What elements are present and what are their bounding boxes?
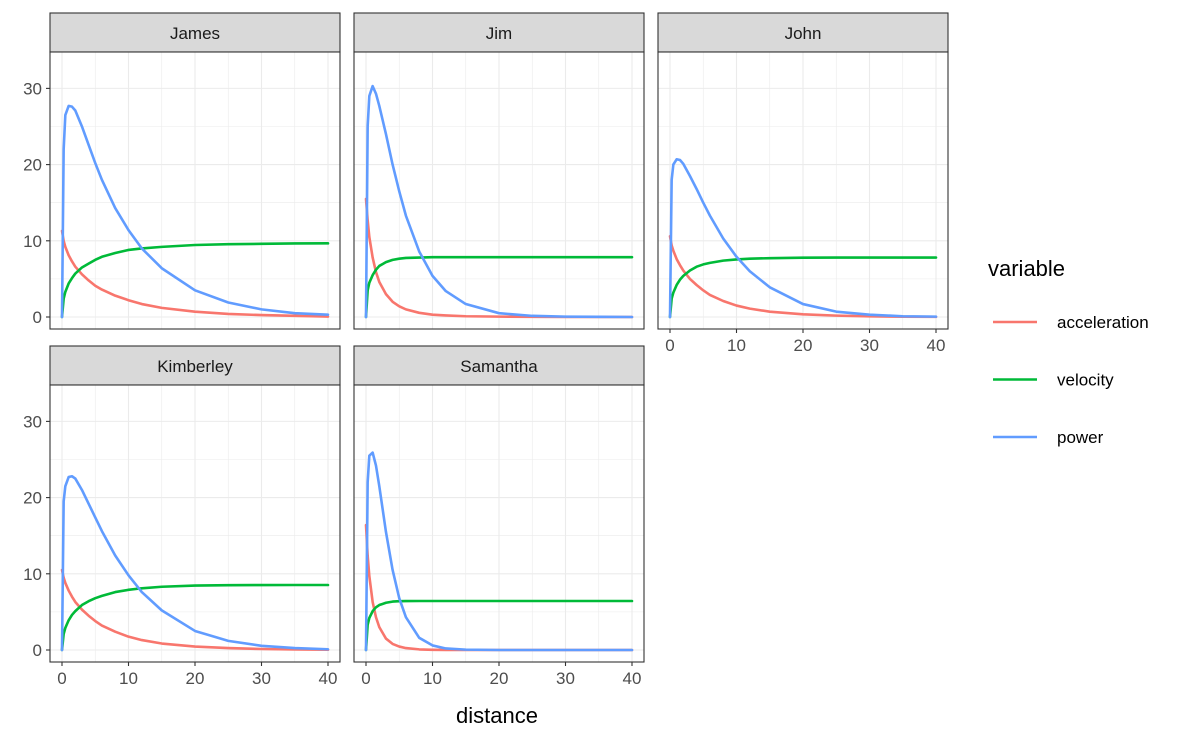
- x-tick-label: 40: [927, 336, 946, 355]
- facet-panel-john: John 0 10 20 30 40: [657, 12, 949, 355]
- series-line-velocity: [364, 255, 634, 319]
- x-tick-label: 20: [490, 669, 509, 688]
- series-line-velocity: [364, 599, 634, 652]
- x-tick-label: 10: [119, 669, 138, 688]
- series-line-power: [364, 451, 634, 652]
- y-tick-label: 0: [33, 308, 42, 327]
- x-tick-label: 20: [794, 336, 813, 355]
- facet-panel-samantha: Samantha 0 10 20 30 40: [353, 345, 645, 688]
- panel-grid: [50, 52, 340, 329]
- series-line-power: [668, 157, 938, 319]
- x-tick-label: 30: [556, 669, 575, 688]
- x-tick-label: 30: [252, 669, 271, 688]
- series-line-acceleration: [668, 234, 938, 319]
- series-line-velocity: [668, 256, 938, 319]
- facet-panel-james: James 0 10 20 30: [23, 12, 341, 330]
- series-line-power: [60, 104, 330, 319]
- facet-strip: [353, 12, 645, 53]
- x-tick-label: 20: [186, 669, 205, 688]
- legend-title: variable: [988, 256, 1065, 281]
- facet-panels: James 0 10 20 30 Jim John 0 10 20 30 40 Kimberley 0 10…: [23, 12, 949, 688]
- x-tick-label: 0: [361, 669, 370, 688]
- y-tick-label: 10: [23, 565, 42, 584]
- facet-strip: [657, 12, 949, 53]
- y-tick-label: 10: [23, 232, 42, 251]
- y-tick-label: 20: [23, 156, 42, 175]
- y-tick-label: 30: [23, 412, 42, 431]
- series-line-acceleration: [60, 229, 330, 318]
- facet-strip-label: Samantha: [460, 357, 538, 376]
- legend-label: power: [1057, 428, 1104, 447]
- facet-strip-label: Jim: [486, 24, 512, 43]
- series-line-power: [364, 84, 634, 319]
- facet-strip-label: James: [170, 24, 220, 43]
- facet-panel-kimberley: Kimberley 0 10 20 30 0 10 20 30 40: [23, 345, 341, 688]
- series-line-velocity: [60, 583, 330, 652]
- series-line-power: [60, 474, 330, 652]
- y-tick-label: 0: [33, 641, 42, 660]
- facet-strip: [49, 12, 341, 53]
- panel-border: [49, 51, 341, 330]
- facet-strip: [353, 345, 645, 386]
- x-tick-label: 0: [665, 336, 674, 355]
- x-tick-label: 0: [57, 669, 66, 688]
- y-tick-label: 20: [23, 489, 42, 508]
- legend: variable acceleration velocity power: [988, 256, 1149, 447]
- x-tick-label: 40: [623, 669, 642, 688]
- x-axis-title: distance: [456, 703, 538, 728]
- legend-label: velocity: [1057, 371, 1114, 390]
- facet-strip: [49, 345, 341, 386]
- x-tick-label: 40: [319, 669, 338, 688]
- legend-item-power: power: [993, 428, 1104, 447]
- facet-strip-label: John: [785, 24, 822, 43]
- y-tick-label: 30: [23, 79, 42, 98]
- x-tick-label: 10: [423, 669, 442, 688]
- facet-panel-jim: Jim: [353, 12, 645, 330]
- legend-item-velocity: velocity: [993, 371, 1114, 390]
- legend-item-acceleration: acceleration: [993, 313, 1149, 332]
- panel-border: [353, 51, 645, 330]
- facet-strip-label: Kimberley: [157, 357, 233, 376]
- legend-label: acceleration: [1057, 313, 1149, 332]
- x-tick-label: 10: [727, 336, 746, 355]
- series-line-acceleration: [60, 568, 330, 651]
- x-tick-label: 30: [860, 336, 879, 355]
- series-line-velocity: [60, 242, 330, 319]
